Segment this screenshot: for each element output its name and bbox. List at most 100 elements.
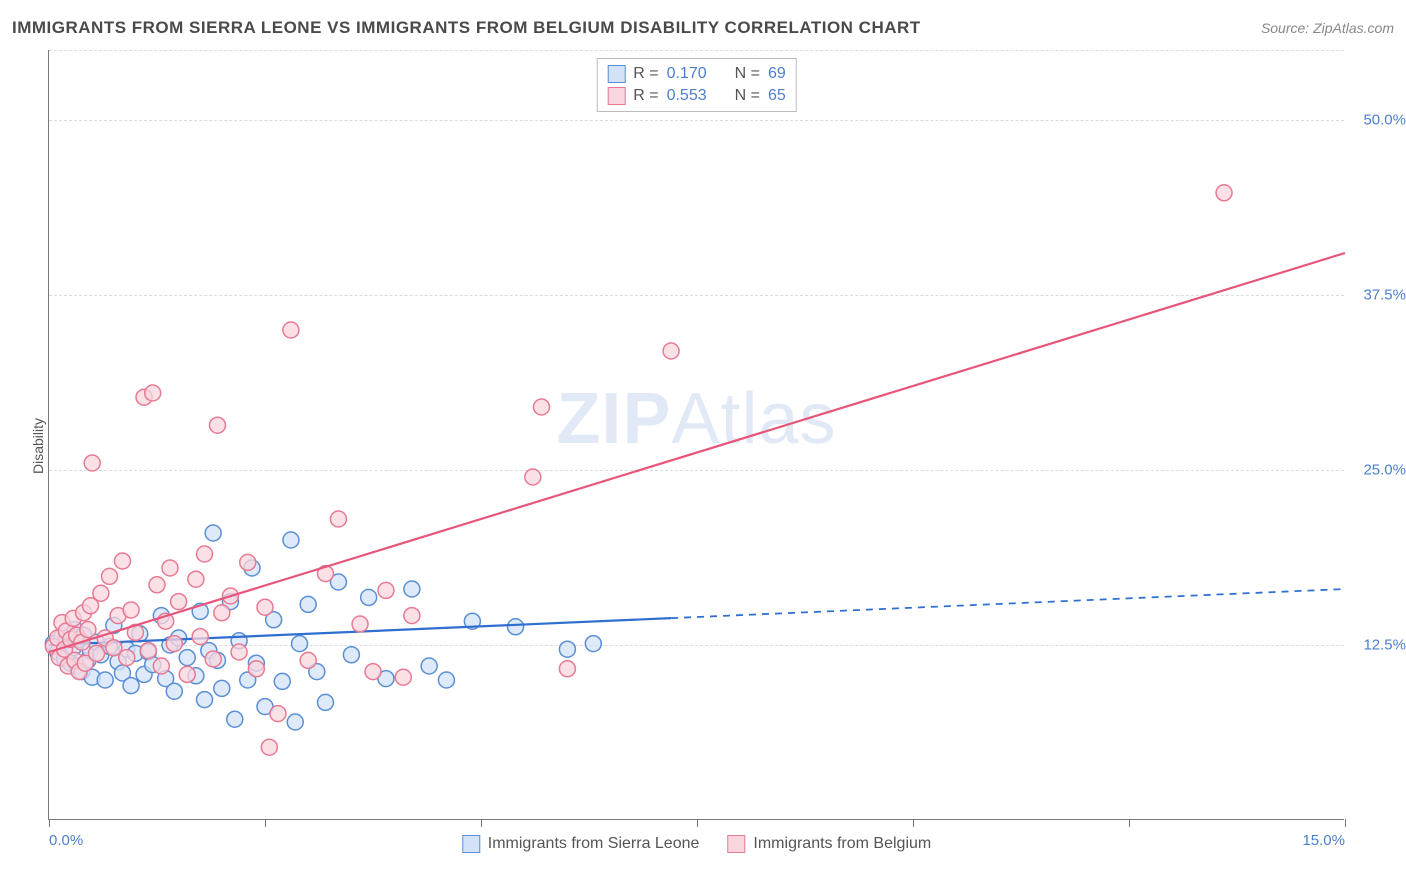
data-point-belgium bbox=[533, 399, 549, 415]
data-point-belgium bbox=[80, 622, 96, 638]
data-point-sierra_leone bbox=[97, 672, 113, 688]
data-point-belgium bbox=[89, 645, 105, 661]
data-point-belgium bbox=[378, 582, 394, 598]
r-label: R = bbox=[633, 87, 658, 105]
data-point-belgium bbox=[559, 661, 575, 677]
data-point-sierra_leone bbox=[283, 532, 299, 548]
data-point-belgium bbox=[525, 469, 541, 485]
data-point-sierra_leone bbox=[287, 714, 303, 730]
x-tick bbox=[1345, 819, 1346, 827]
n-value: 65 bbox=[768, 87, 786, 105]
legend-label: Immigrants from Belgium bbox=[753, 835, 931, 853]
data-point-belgium bbox=[214, 605, 230, 621]
data-point-belgium bbox=[209, 417, 225, 433]
data-point-belgium bbox=[261, 739, 277, 755]
data-point-sierra_leone bbox=[343, 647, 359, 663]
x-tick bbox=[1129, 819, 1130, 827]
legend-label: Immigrants from Sierra Leone bbox=[488, 835, 700, 853]
data-point-belgium bbox=[93, 585, 109, 601]
data-point-belgium bbox=[119, 650, 135, 666]
chart-title: IMMIGRANTS FROM SIERRA LEONE VS IMMIGRAN… bbox=[12, 18, 921, 38]
data-point-belgium bbox=[166, 636, 182, 652]
data-point-belgium bbox=[330, 511, 346, 527]
legend-swatch bbox=[607, 87, 625, 105]
data-point-sierra_leone bbox=[585, 636, 601, 652]
data-point-belgium bbox=[404, 608, 420, 624]
data-point-belgium bbox=[352, 616, 368, 632]
x-tick-label: 0.0% bbox=[49, 832, 83, 849]
y-tick-label: 12.5% bbox=[1350, 637, 1406, 654]
data-point-belgium bbox=[188, 571, 204, 587]
data-point-belgium bbox=[240, 554, 256, 570]
data-point-belgium bbox=[171, 594, 187, 610]
stats-row: R = 0.553 N = 65 bbox=[607, 85, 786, 107]
y-tick-label: 50.0% bbox=[1350, 112, 1406, 129]
data-point-sierra_leone bbox=[438, 672, 454, 688]
legend-swatch bbox=[607, 65, 625, 83]
data-point-belgium bbox=[140, 643, 156, 659]
data-point-belgium bbox=[114, 553, 130, 569]
data-point-belgium bbox=[248, 661, 264, 677]
data-point-belgium bbox=[205, 651, 221, 667]
plot-area: ZIPAtlas 12.5%25.0%37.5%50.0% 0.0%15.0% … bbox=[48, 50, 1344, 820]
data-point-belgium bbox=[162, 560, 178, 576]
data-point-sierra_leone bbox=[166, 683, 182, 699]
data-point-sierra_leone bbox=[274, 673, 290, 689]
n-label: N = bbox=[735, 65, 760, 83]
data-point-belgium bbox=[365, 664, 381, 680]
legend-item: Immigrants from Sierra Leone bbox=[462, 835, 700, 853]
x-tick-label: 15.0% bbox=[1302, 832, 1345, 849]
data-point-belgium bbox=[197, 546, 213, 562]
trendline-belgium bbox=[49, 253, 1345, 652]
x-tick bbox=[265, 819, 266, 827]
data-point-belgium bbox=[145, 385, 161, 401]
legend-item: Immigrants from Belgium bbox=[727, 835, 931, 853]
data-point-sierra_leone bbox=[123, 678, 139, 694]
data-point-belgium bbox=[84, 455, 100, 471]
trendline-dashed-sierra_leone bbox=[671, 589, 1345, 618]
stats-legend-box: R = 0.170 N = 69 R = 0.553 N = 65 bbox=[596, 58, 797, 112]
data-point-sierra_leone bbox=[214, 680, 230, 696]
data-point-belgium bbox=[300, 652, 316, 668]
title-bar: IMMIGRANTS FROM SIERRA LEONE VS IMMIGRAN… bbox=[12, 18, 1394, 38]
data-point-belgium bbox=[192, 629, 208, 645]
data-point-belgium bbox=[123, 602, 139, 618]
x-tick bbox=[697, 819, 698, 827]
data-point-belgium bbox=[153, 658, 169, 674]
data-point-sierra_leone bbox=[179, 650, 195, 666]
bottom-legend: Immigrants from Sierra Leone Immigrants f… bbox=[462, 835, 931, 853]
stats-row: R = 0.170 N = 69 bbox=[607, 63, 786, 85]
y-tick-label: 25.0% bbox=[1350, 462, 1406, 479]
data-point-belgium bbox=[101, 568, 117, 584]
r-value: 0.170 bbox=[667, 65, 707, 83]
data-point-belgium bbox=[179, 666, 195, 682]
legend-swatch bbox=[727, 835, 745, 853]
x-tick bbox=[481, 819, 482, 827]
n-value: 69 bbox=[768, 65, 786, 83]
data-point-sierra_leone bbox=[300, 596, 316, 612]
legend-swatch bbox=[462, 835, 480, 853]
data-point-sierra_leone bbox=[317, 694, 333, 710]
data-point-sierra_leone bbox=[404, 581, 420, 597]
r-label: R = bbox=[633, 65, 658, 83]
data-point-belgium bbox=[231, 644, 247, 660]
data-point-belgium bbox=[1216, 185, 1232, 201]
data-point-belgium bbox=[283, 322, 299, 338]
data-point-belgium bbox=[270, 706, 286, 722]
data-point-sierra_leone bbox=[361, 589, 377, 605]
data-point-sierra_leone bbox=[227, 711, 243, 727]
data-point-sierra_leone bbox=[421, 658, 437, 674]
r-value: 0.553 bbox=[667, 87, 707, 105]
n-label: N = bbox=[735, 87, 760, 105]
y-axis-label: Disability bbox=[30, 418, 46, 474]
data-point-sierra_leone bbox=[205, 525, 221, 541]
x-tick bbox=[913, 819, 914, 827]
y-tick-label: 37.5% bbox=[1350, 287, 1406, 304]
data-point-belgium bbox=[257, 599, 273, 615]
data-point-belgium bbox=[663, 343, 679, 359]
data-point-sierra_leone bbox=[559, 641, 575, 657]
data-point-sierra_leone bbox=[197, 692, 213, 708]
data-point-belgium bbox=[149, 577, 165, 593]
data-point-sierra_leone bbox=[292, 636, 308, 652]
data-point-belgium bbox=[395, 669, 411, 685]
